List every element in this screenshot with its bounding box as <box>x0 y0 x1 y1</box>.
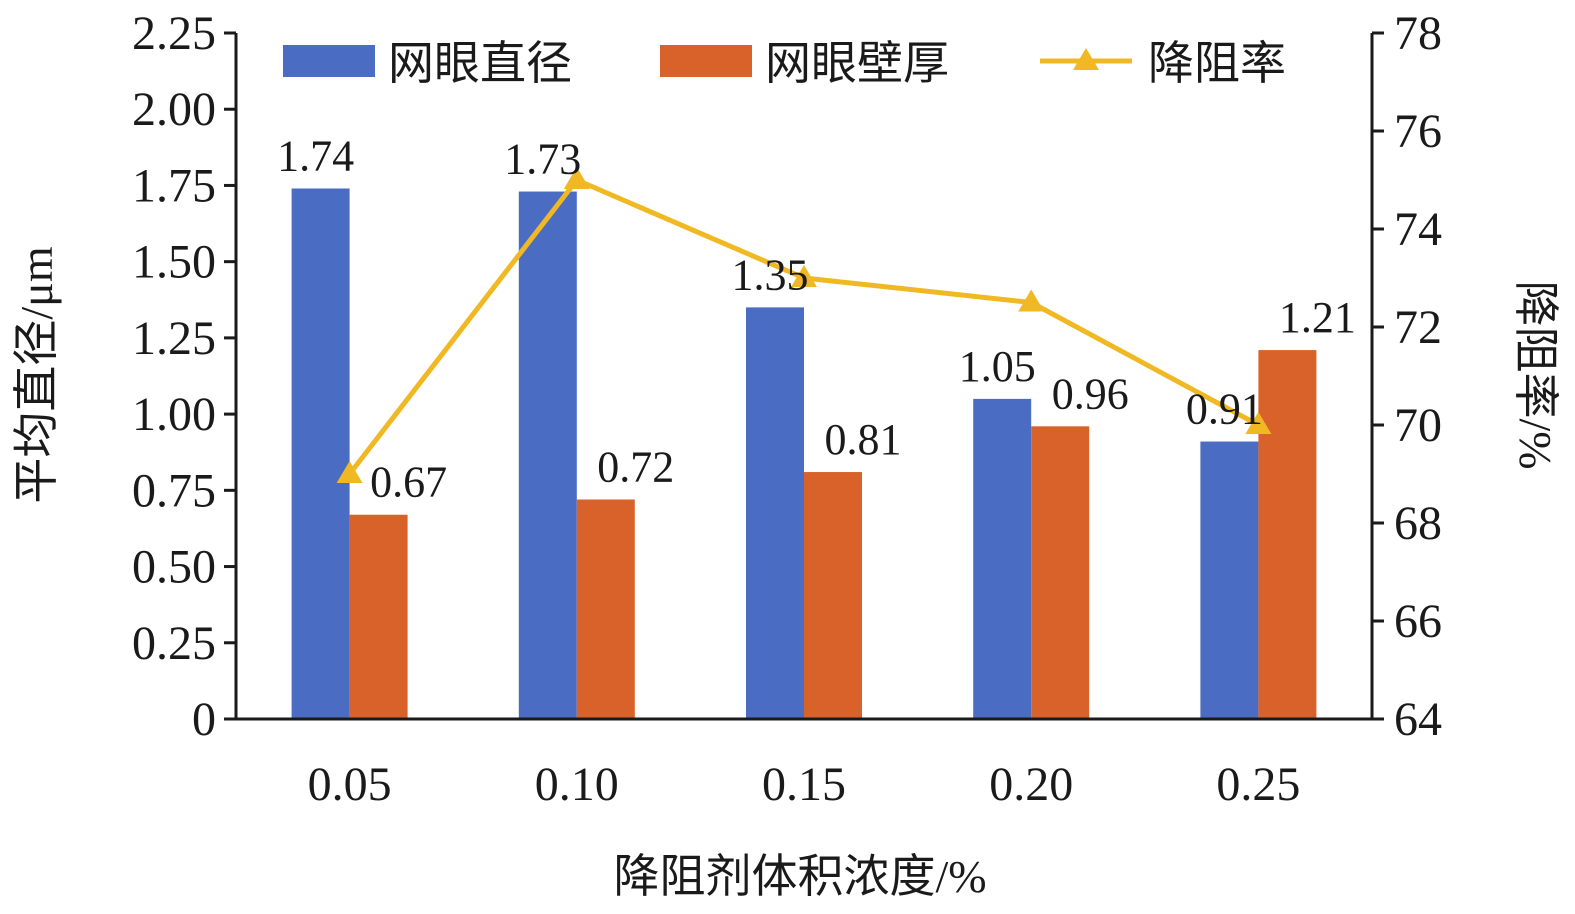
y2-tick-label-3: 68 <box>1394 497 1442 550</box>
y-axis-title: 平均直径/μm <box>11 246 62 503</box>
bar-series-1-1 <box>291 188 350 719</box>
bar-series-1-5 <box>1200 441 1259 719</box>
legend-label-series-3: 降阻率 <box>1148 38 1286 89</box>
legend: 网眼直径 网眼壁厚 降阻率 <box>283 38 1286 89</box>
y-tick-label-5: 1.00 <box>132 388 216 441</box>
legend-label-series-2: 网眼壁厚 <box>765 38 949 89</box>
plot-area: 1.74 1.73 1.35 1.05 0.91 0.67 0.72 0.81 0.96 1.21… <box>132 7 1442 811</box>
y2-axis-title: 降阻率/% <box>1510 280 1561 469</box>
x-tick-label-3: 0.15 <box>762 758 846 811</box>
bar-series-1-2 <box>518 191 577 719</box>
data-labels-layer: 1.74 1.73 1.35 1.05 0.91 0.67 0.72 0.81 0.96 1.21 <box>277 131 1356 506</box>
y-tick-label-4: 0.75 <box>132 464 216 517</box>
y-tick-label-6: 1.25 <box>132 312 216 365</box>
y2-tick-label-5: 72 <box>1394 301 1442 354</box>
line-marker-series-3-5 <box>1245 412 1272 434</box>
y-tick-label-10: 2.25 <box>132 7 216 60</box>
legend-label-series-1: 网眼直径 <box>388 38 572 89</box>
line-marker-series-3-3 <box>791 265 817 287</box>
data-label-series-2-1: 0.67 <box>370 458 447 507</box>
x-tick-label-2: 0.10 <box>535 758 619 811</box>
data-label-series-1-5: 0.91 <box>1186 385 1263 434</box>
y2-tick-label-4: 70 <box>1394 399 1442 452</box>
bar-series-2-4 <box>1031 426 1090 719</box>
y-tick-label-1: 0 <box>192 693 216 746</box>
x-tick-label-1: 0.05 <box>308 758 392 811</box>
data-label-series-1-2: 1.73 <box>504 135 581 184</box>
y2-tick-label-2: 66 <box>1394 595 1442 648</box>
data-label-series-1-4: 1.05 <box>959 342 1036 391</box>
legend-swatch-series-2 <box>660 45 752 77</box>
bars-layer <box>291 188 1317 719</box>
bar-series-2-1 <box>349 514 408 719</box>
data-label-series-2-5: 1.21 <box>1279 293 1356 342</box>
y-tick-label-7: 1.50 <box>132 236 216 289</box>
x-tick-label-5: 0.25 <box>1216 758 1300 811</box>
y-tick-label-8: 1.75 <box>132 159 216 212</box>
axes-layer: 0 0.25 0.50 0.75 1.00 1.25 1.50 1.75 2.00 2.25 64 6… <box>132 7 1442 811</box>
y-tick-label-3: 0.50 <box>132 541 216 594</box>
y2-tick-label-6: 74 <box>1394 203 1442 256</box>
bar-series-2-2 <box>576 499 635 719</box>
data-label-series-1-3: 1.35 <box>732 250 809 299</box>
data-label-series-2-3: 0.81 <box>825 415 902 464</box>
line-marker-series-3-4 <box>1018 289 1045 312</box>
y2-tick-label-1: 64 <box>1394 693 1442 746</box>
legend-marker-series-3 <box>1073 48 1099 70</box>
x-axis-title: 降阻剂体积浓度/% <box>613 851 986 902</box>
y2-tick-label-7: 76 <box>1394 105 1442 158</box>
y-tick-label-9: 2.00 <box>132 83 216 136</box>
bar-series-1-3 <box>746 307 804 719</box>
bar-series-1-4 <box>973 398 1032 719</box>
data-label-series-2-2: 0.72 <box>597 442 674 491</box>
data-label-series-2-4: 0.96 <box>1052 369 1129 418</box>
bar-series-2-5 <box>1258 350 1317 719</box>
y2-tick-label-8: 78 <box>1394 7 1442 60</box>
line-marker-series-3-2 <box>563 167 590 189</box>
legend-swatch-series-1 <box>283 45 375 77</box>
y-tick-label-2: 0.25 <box>132 617 216 670</box>
data-label-series-1-1: 1.74 <box>277 131 354 180</box>
line-layer <box>336 167 1272 483</box>
bar-series-2-3 <box>804 472 862 719</box>
line-marker-series-3-1 <box>336 461 363 483</box>
x-tick-label-4: 0.20 <box>989 758 1073 811</box>
